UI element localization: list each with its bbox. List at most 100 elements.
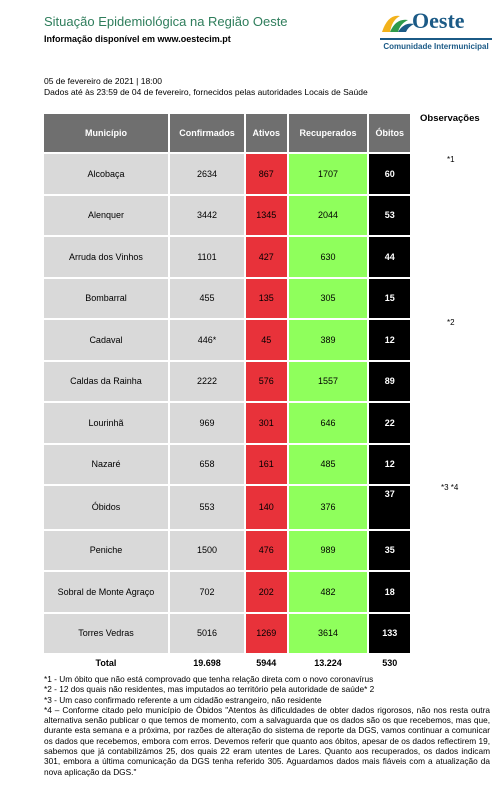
cell-municipio: Cadaval [43,319,169,361]
total-confirmados: 19.698 [168,654,246,671]
cell-confirmados: 1101 [168,236,246,278]
cell-municipio: Alcobaça [43,153,169,195]
total-row: Total 19.698 5944 13.224 530 [43,654,411,671]
cell-municipio: Torres Vedras [43,612,169,654]
cell-confirmados: 3442 [168,194,246,236]
cell-ativos: 576 [245,360,288,402]
cell-ativos: 135 [245,277,288,319]
cell-recuperados: 3614 [287,612,369,654]
cell-obitos: 89 [368,360,411,402]
table-row: Arruda dos Vinhos 1101 427 630 44 [43,236,411,278]
footnote-3: *3 - Um caso confirmado referente a um c… [44,694,322,705]
report-date: 05 de fevereiro de 2021 | 18:00 [44,76,162,86]
cell-recuperados: 2044 [287,194,369,236]
footnote-1: *1 - Um óbito que não está comprovado qu… [44,674,374,684]
footnote-2: *2 - 12 dos quais não residentes, mas im… [44,684,375,695]
cell-municipio: Alenquer [43,194,169,236]
cell-obitos: 15 [368,277,411,319]
cell-municipio: Sobral de Monte Agraço [43,571,169,613]
total-label: Total [43,654,169,671]
page-subtitle: Informação disponível em www.oestecim.pt [44,34,231,44]
cell-recuperados: 989 [287,529,369,571]
report-data-source: Dados até às 23:59 de 04 de fevereiro, f… [44,87,368,97]
cell-ativos: 140 [245,485,288,530]
logo-tagline: Comunidade Intermunicipal [383,42,489,51]
total-recuperados: 13.224 [287,654,369,671]
cell-obitos: 35 [368,529,411,571]
total-ativos: 5944 [245,654,288,671]
cell-ativos: 867 [245,153,288,195]
wave-logo-icon [382,15,414,32]
cell-municipio: Peniche [43,529,169,571]
cell-confirmados: 969 [168,402,246,444]
cell-confirmados: 2634 [168,153,246,195]
table-row: Cadaval 446* 45 389 12 [43,319,411,361]
observation-note-3-4: *3 *4 [441,483,459,492]
logo-divider [380,38,492,40]
table-row: Sobral de Monte Agraço 702 202 482 18 [43,571,411,613]
page-title: Situação Epidemiológica na Região Oeste [44,14,288,29]
table-row: Torres Vedras 5016 1269 3614 133 [43,612,411,654]
cell-recuperados: 389 [287,319,369,361]
header-ativos: Ativos [245,113,288,153]
oeste-logo: Oeste Comunidade Intermunicipal [378,4,494,56]
cell-municipio: Nazaré [43,443,169,485]
cell-obitos: 12 [368,319,411,361]
cell-obitos: 53 [368,194,411,236]
epidemiology-table: Município Confirmados Ativos Recuperados… [43,113,411,671]
cell-municipio: Lourinhã [43,402,169,444]
table-row: Peniche 1500 476 989 35 [43,529,411,571]
cell-obitos: 18 [368,571,411,613]
cell-ativos: 301 [245,402,288,444]
cell-obitos: 12 [368,443,411,485]
cell-municipio: Caldas da Rainha [43,360,169,402]
cell-recuperados: 1557 [287,360,369,402]
observation-note-1: *1 [447,155,455,164]
header-confirmados: Confirmados [168,113,246,153]
header-recuperados: Recuperados [287,113,369,153]
header-municipio: Município [43,113,169,153]
total-obitos: 530 [368,654,411,671]
table-row: Bombarral 455 135 305 15 [43,277,411,319]
cell-municipio: Bombarral [43,277,169,319]
footnotes: *1 - Um óbito que não está comprovado qu… [44,674,490,777]
cell-obitos: 133 [368,612,411,654]
cell-ativos: 427 [245,236,288,278]
observation-note-2: *2 [447,318,455,327]
cell-ativos: 1345 [245,194,288,236]
table-row: Alenquer 3442 1345 2044 53 [43,194,411,236]
cell-recuperados: 646 [287,402,369,444]
cell-recuperados: 1707 [287,153,369,195]
cell-confirmados: 2222 [168,360,246,402]
logo-name: Oeste [412,8,465,33]
table-row: Lourinhã 969 301 646 22 [43,402,411,444]
cell-recuperados: 305 [287,277,369,319]
cell-obitos: 37 [368,485,411,530]
observations-title: Observações [420,113,480,124]
cell-recuperados: 482 [287,571,369,613]
cell-ativos: 202 [245,571,288,613]
cell-recuperados: 630 [287,236,369,278]
cell-confirmados: 702 [168,571,246,613]
cell-ativos: 45 [245,319,288,361]
cell-recuperados: 485 [287,443,369,485]
cell-ativos: 476 [245,529,288,571]
table-row: Nazaré 658 161 485 12 [43,443,411,485]
cell-ativos: 1269 [245,612,288,654]
cell-obitos: 60 [368,153,411,195]
cell-confirmados: 5016 [168,612,246,654]
table-row: Caldas da Rainha 2222 576 1557 89 [43,360,411,402]
cell-confirmados: 455 [168,277,246,319]
cell-obitos: 22 [368,402,411,444]
table-header-row: Município Confirmados Ativos Recuperados… [43,113,411,153]
header-obitos: Óbitos [368,113,411,153]
cell-confirmados: 553 [168,485,246,530]
table-row: Alcobaça 2634 867 1707 60 [43,153,411,195]
cell-ativos: 161 [245,443,288,485]
cell-confirmados: 446* [168,319,246,361]
cell-obitos: 44 [368,236,411,278]
cell-municipio: Óbidos [43,485,169,530]
cell-confirmados: 1500 [168,529,246,571]
footnote-4: *4 – Conforme citado pelo município de Ó… [44,704,490,777]
table-row: Óbidos 553 140 376 37 [43,485,411,530]
